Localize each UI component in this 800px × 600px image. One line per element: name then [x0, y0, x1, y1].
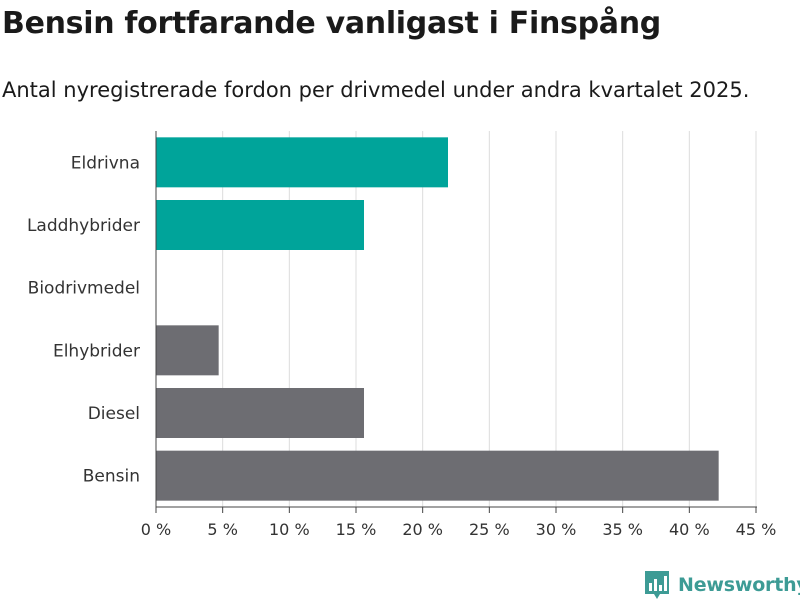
x-axis: 0 % 5 % 10 % 15 % 20 % 25 % 30 % 35 % 40 % 45 %	[141, 131, 777, 539]
bar-laddhybrider	[156, 200, 364, 250]
bar-diesel	[156, 388, 364, 438]
x-tick-label: 30 %	[536, 520, 577, 539]
bar-bensin	[156, 450, 719, 501]
x-tick-label: 45 %	[736, 520, 777, 539]
bar-eldrivna	[156, 137, 448, 188]
bars	[156, 137, 719, 501]
x-tick-label: 10 %	[269, 520, 310, 539]
x-tick-label: 5 %	[207, 520, 237, 539]
category-labels: Eldrivna Laddhybrider Biodrivmedel Elhybrid…	[27, 153, 140, 486]
x-tick-label: 35 %	[602, 520, 643, 539]
gridlines	[222, 131, 757, 507]
newsworthy-logo: Newsworthy	[644, 570, 800, 600]
x-tick-label: 25 %	[469, 520, 510, 539]
chart-title: Bensin fortfarande vanligast i Finspång	[2, 6, 661, 41]
category-label: Elhybrider	[53, 341, 140, 361]
category-label: Biodrivmedel	[28, 279, 140, 299]
x-tick-label: 15 %	[336, 520, 377, 539]
newsworthy-logo-icon	[645, 571, 669, 599]
category-label: Eldrivna	[71, 153, 140, 173]
x-tick-label: 20 %	[402, 520, 443, 539]
category-label: Bensin	[83, 467, 140, 487]
category-label: Diesel	[88, 404, 140, 424]
category-label: Laddhybrider	[27, 216, 140, 236]
chart-subtitle: Antal nyregistrerade fordon per drivmede…	[2, 78, 750, 102]
brand-name: Newsworthy	[678, 574, 800, 596]
x-tick-label: 40 %	[669, 520, 710, 539]
bar-elhybrider	[156, 325, 219, 376]
x-tick-label: 0 %	[141, 520, 171, 539]
